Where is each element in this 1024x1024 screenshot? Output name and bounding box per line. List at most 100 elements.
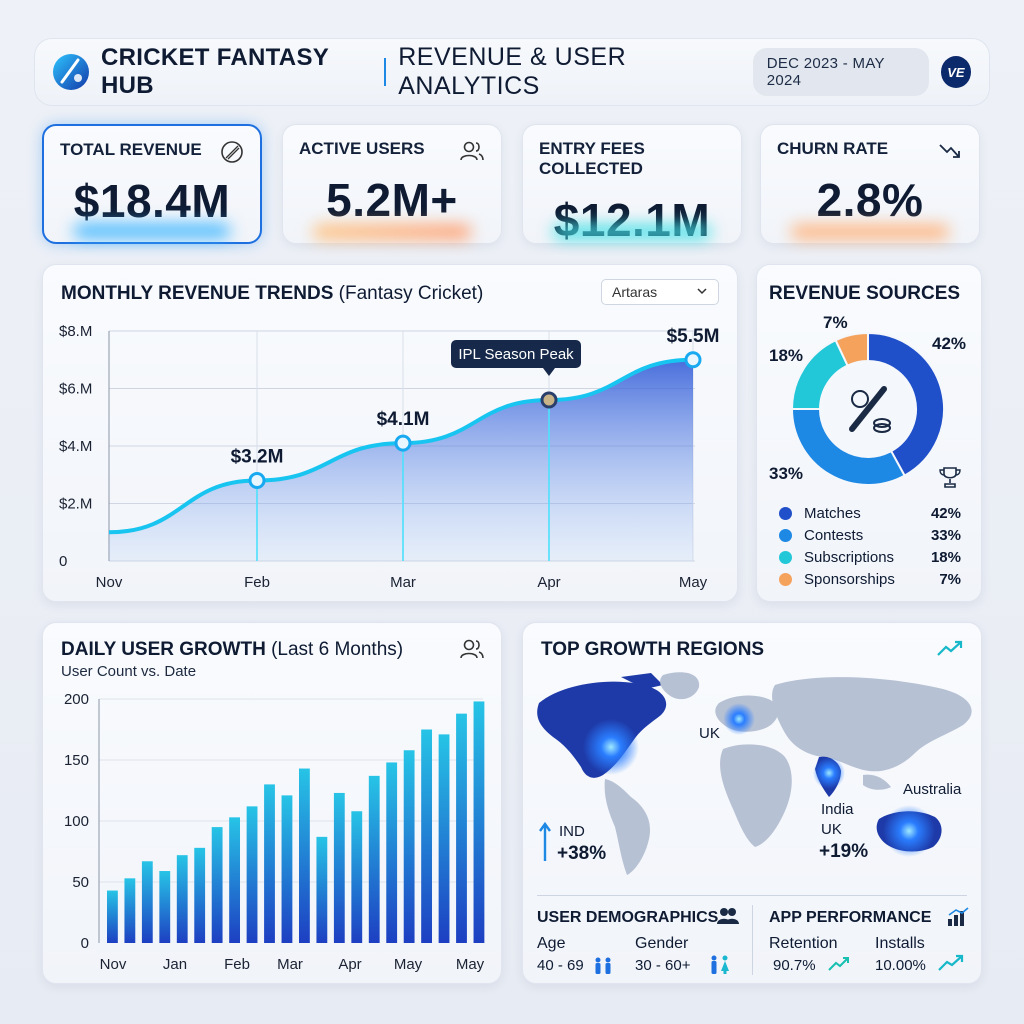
data-point: [684, 351, 702, 369]
gender-value: 30 - 60+: [635, 957, 691, 974]
uk-glow: [723, 703, 755, 735]
divider: [537, 895, 967, 896]
retention-value: 90.7%: [773, 957, 816, 974]
user-growth-card: DAILY USER GROWTH (Last 6 Months) User C…: [42, 622, 502, 984]
legend-value: 33%: [930, 527, 961, 544]
x-tick-label: Nov: [100, 956, 127, 973]
bar: [159, 871, 171, 943]
y-tick-label: $4.M: [59, 438, 92, 455]
bar: [107, 890, 118, 943]
bar: [368, 775, 380, 943]
age-value: 40 - 69: [537, 957, 584, 974]
bar: [141, 861, 153, 943]
tooltip-text: IPL Season Peak: [458, 346, 574, 363]
legend-label: Subscriptions: [804, 549, 895, 566]
growth-regions-card: TOP GROWTH REGIONS UK Australia India: [522, 622, 982, 984]
kpi-active-users[interactable]: ACTIVE USERS 5.2M+: [282, 124, 502, 244]
bar: [473, 701, 485, 943]
map-label-uk: UK: [699, 725, 720, 742]
bar: [264, 784, 275, 943]
bar: [194, 847, 206, 943]
y-tick-label: $8.M: [59, 323, 92, 340]
y-tick-label: 200: [64, 691, 89, 708]
data-point: [394, 434, 412, 452]
legend-value: 18%: [930, 549, 961, 566]
legend-value: 42%: [930, 505, 961, 522]
bar: [246, 806, 258, 943]
kpi-value: 5.2M+: [326, 174, 458, 226]
y-tick-label: 150: [64, 752, 89, 769]
revenue-donut-chart: 42% 33% 18% 7%: [769, 313, 966, 486]
app-title: CRICKET FANTASY HUB: [101, 44, 329, 99]
revenue-line-chart: 0 $2.M $4.M $6.M $8.M $3.2M $4.1M $5.5M IPL Seas…: [59, 323, 719, 591]
ind-code-label: IND: [559, 823, 585, 840]
kpi-label: ACTIVE USERS: [299, 139, 425, 158]
divider: [752, 905, 753, 975]
section-title-text: DAILY USER GROWTH: [61, 639, 266, 660]
x-tick-label: May: [679, 574, 708, 591]
x-tick-label: May: [456, 956, 485, 973]
kpi-glow: [791, 225, 949, 239]
x-tick-label: Feb: [244, 574, 270, 591]
kpi-total-revenue[interactable]: TOTAL REVENUE $18.4M: [42, 124, 262, 244]
coin-shape: [873, 423, 891, 433]
bar: [351, 811, 363, 943]
y-tick-label: $2.M: [59, 496, 92, 513]
demographics-title: USER DEMOGRAPHICS: [537, 909, 719, 926]
trend-up-icon: [937, 953, 965, 978]
australia-glow: [883, 805, 935, 857]
bat-shape: [849, 386, 887, 432]
kpi-entry-fees[interactable]: ENTRY FEES COLLECTED $12.1M: [522, 124, 742, 246]
user-growth-title: DAILY USER GROWTH (Last 6 Months): [61, 639, 403, 661]
x-tick-label: Jan: [163, 956, 187, 973]
trophy-icon: [937, 465, 963, 496]
map-label-australia: Australia: [903, 781, 962, 798]
bar: [386, 762, 398, 943]
gender-icon: [709, 955, 731, 980]
installs-label: Installs: [875, 935, 925, 952]
tooltip-pointer: [543, 368, 555, 376]
page-subtitle: REVENUE & USER ANALYTICS: [398, 43, 627, 100]
app-performance-title: APP PERFORMANCE: [769, 909, 932, 926]
kpi-label: ENTRY FEES COLLECTED: [539, 139, 645, 178]
legend-label: Sponsorships: [804, 571, 895, 588]
legend-item-subscriptions: Subscriptions 18%: [779, 549, 961, 566]
bar: [229, 817, 241, 943]
data-label: $4.1M: [377, 409, 430, 430]
ind-growth-value: +38%: [557, 843, 607, 864]
bar: [211, 827, 223, 943]
x-tick-label: Apr: [338, 956, 361, 973]
x-tick-label: Apr: [537, 574, 560, 591]
users-icon: [459, 139, 485, 168]
bar: [421, 729, 433, 943]
cricket-ball-shape: [851, 390, 869, 408]
trend-up-icon: [827, 955, 851, 978]
bar: [438, 734, 450, 943]
legend-label: Matches: [804, 505, 861, 522]
legend-item-sponsorships: Sponsorships 7%: [779, 571, 961, 588]
kpi-churn-rate[interactable]: CHURN RATE 2.8%: [760, 124, 980, 244]
data-point: [540, 391, 558, 409]
y-tick-label: 0: [81, 935, 89, 952]
bar: [124, 878, 136, 943]
metric-dropdown[interactable]: Artaras: [601, 279, 719, 305]
chevron-down-icon: [696, 284, 708, 301]
slice-label: 18%: [769, 346, 803, 365]
y-tick-label: 100: [64, 813, 89, 830]
legend-swatch: [779, 573, 792, 586]
brand-badge-icon: VE: [940, 56, 971, 88]
data-label: $3.2M: [231, 447, 284, 468]
bar: [456, 713, 467, 943]
donut-slice-matches: [867, 331, 945, 477]
slice-label: 7%: [823, 313, 848, 332]
data-point: [248, 472, 266, 489]
title-separator: [384, 58, 387, 86]
kpi-value: 2.8%: [816, 174, 924, 226]
dropdown-value: Artaras: [612, 284, 658, 300]
bar: [333, 792, 345, 943]
date-range-selector[interactable]: DEC 2023 - MAY 2024: [752, 48, 929, 96]
kpi-glow: [74, 224, 230, 238]
kpi-label: CHURN RATE: [777, 139, 889, 158]
uk-growth-value: +19%: [819, 841, 869, 862]
y-tick-label: 0: [59, 553, 67, 570]
